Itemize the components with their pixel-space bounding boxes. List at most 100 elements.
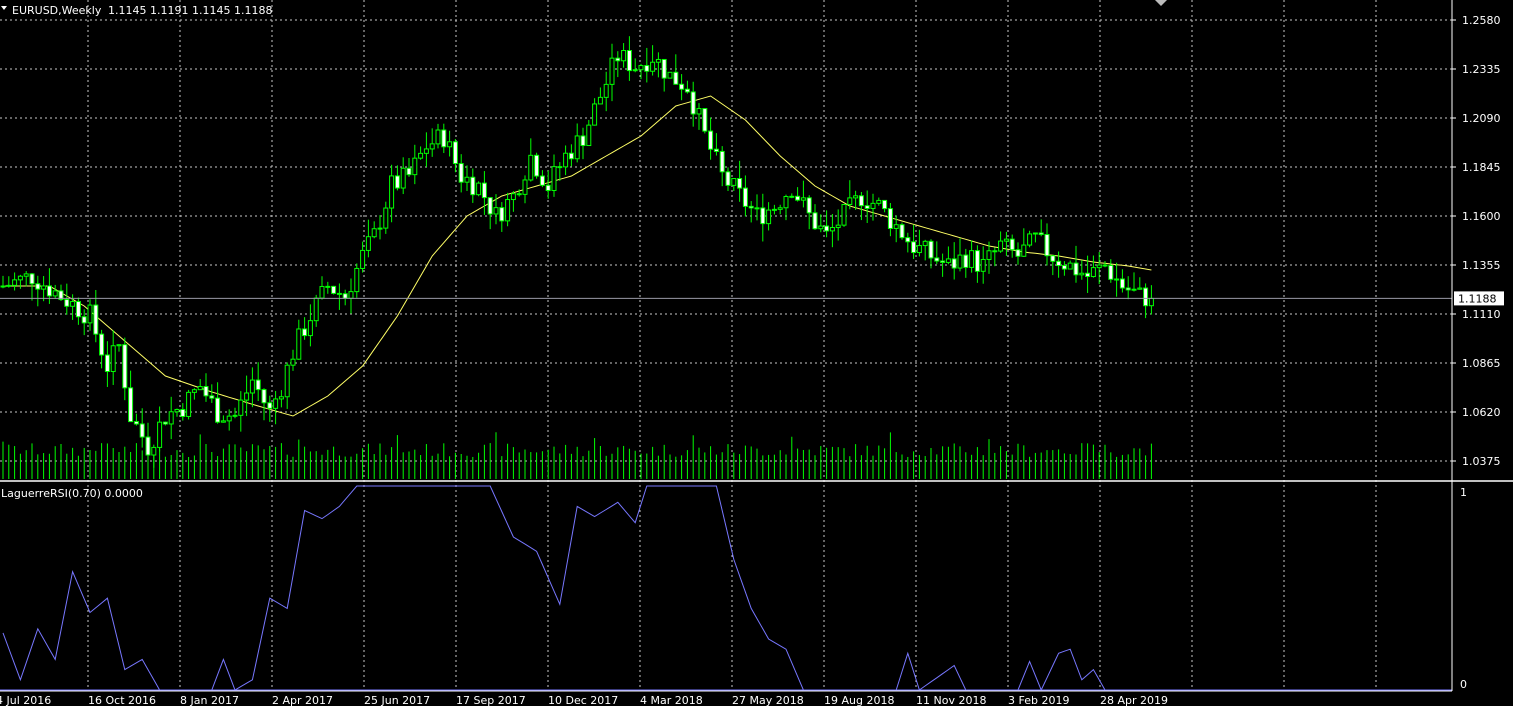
- candle-bullish: [789, 195, 795, 198]
- candle-bearish: [824, 225, 830, 232]
- candle-bearish: [702, 108, 708, 132]
- candle-bullish: [447, 141, 453, 148]
- time-tick-label: 27 May 2018: [732, 694, 804, 706]
- candle-bullish: [592, 103, 598, 126]
- candle-bullish: [476, 182, 482, 196]
- candle-bullish: [771, 208, 777, 211]
- candle-bullish: [429, 143, 435, 150]
- candle-bearish: [516, 193, 522, 196]
- candle-bullish: [731, 178, 737, 186]
- candle-bullish: [464, 176, 470, 183]
- price-axis[interactable]: 1.2580 1.2335 1.2090 1.1845 1.1600 1.1355 1.11…: [1452, 14, 1501, 468]
- candle-bearish: [934, 257, 940, 262]
- candle-bearish: [139, 423, 145, 438]
- candle-bullish: [986, 250, 992, 260]
- time-tick-label: 17 Sep 2017: [456, 694, 526, 706]
- candle-bearish: [963, 254, 969, 268]
- candle-bearish: [104, 354, 110, 373]
- candle-bearish: [1073, 262, 1079, 276]
- candle-bullish: [174, 408, 180, 413]
- price-tick-label: 1.2580: [1462, 14, 1501, 27]
- candle-bearish: [1015, 249, 1021, 257]
- candle-bullish: [319, 286, 325, 299]
- indicator-label: LaguerreRSI(0.70) 0.0000: [1, 487, 143, 500]
- candle-bearish: [534, 154, 540, 177]
- candle-bullish: [23, 273, 29, 277]
- price-tick-label: 1.0375: [1462, 455, 1501, 468]
- candle-bullish: [603, 83, 609, 98]
- candle-bearish: [267, 402, 273, 409]
- candle-bearish: [951, 258, 957, 269]
- candle-bearish: [940, 260, 946, 263]
- candle-bullish: [609, 57, 615, 85]
- candle-bearish: [545, 184, 551, 192]
- candle-bullish: [168, 411, 174, 425]
- rsi-axis[interactable]: 10: [1460, 486, 1467, 691]
- candle-bullish: [493, 207, 499, 215]
- candle-bearish: [899, 224, 905, 239]
- candle-bullish: [1096, 264, 1102, 269]
- candle-bullish: [52, 290, 58, 297]
- candle-bearish: [331, 285, 337, 294]
- candle-bullish: [278, 396, 284, 400]
- price-tick-label: 1.2090: [1462, 112, 1501, 125]
- candle-bearish: [481, 182, 487, 199]
- candle-bullish: [528, 154, 534, 181]
- candle-bearish: [615, 57, 621, 62]
- candle-bearish: [673, 71, 679, 85]
- candle-bearish: [46, 285, 52, 297]
- candle-bullish: [110, 345, 116, 373]
- candle-bullish: [650, 61, 656, 72]
- candle-bullish: [12, 279, 18, 286]
- chart-grid: [0, 0, 1452, 690]
- candle-bullish: [360, 249, 366, 269]
- time-axis[interactable]: 4 Jul 2016 16 Oct 2016 8 Jan 2017 2 Apr 201…: [0, 694, 1168, 706]
- candle-bullish: [383, 207, 389, 229]
- candle-bullish: [226, 415, 232, 422]
- candle-bullish: [876, 199, 882, 204]
- candle-bullish: [696, 108, 702, 115]
- candle-bearish: [742, 187, 748, 207]
- candle-bullish: [6, 284, 12, 287]
- candle-bullish: [418, 152, 424, 159]
- candle-bullish: [70, 301, 76, 307]
- candle-bearish: [487, 197, 493, 215]
- rsi-tick-label: 0: [1460, 678, 1467, 691]
- triangle-down-icon[interactable]: [1, 6, 7, 10]
- candle-bearish: [1085, 272, 1091, 278]
- candle-bullish: [835, 224, 841, 229]
- candle-bearish: [58, 290, 64, 301]
- candle-bearish: [215, 397, 221, 423]
- candle-bearish: [29, 273, 35, 285]
- candle-bullish: [151, 446, 157, 456]
- candle-bearish: [905, 237, 911, 243]
- candle-bullish: [783, 196, 789, 209]
- time-tick-label: 3 Feb 2019: [1008, 694, 1069, 706]
- candle-bearish: [539, 175, 545, 186]
- candle-bearish: [342, 293, 348, 299]
- candle-bearish: [806, 197, 812, 214]
- candle-bearish: [748, 205, 754, 209]
- candle-bearish: [1044, 234, 1050, 257]
- price-tick-label: 1.2335: [1462, 63, 1501, 76]
- candle-bearish: [644, 65, 650, 72]
- triangle-marker-icon[interactable]: [1155, 0, 1167, 6]
- candle-bullish: [777, 207, 783, 210]
- candle-bullish: [220, 420, 226, 423]
- candle-bearish: [128, 387, 134, 423]
- candle-bearish: [1108, 264, 1114, 280]
- candle-bullish: [377, 227, 383, 230]
- candle-bearish: [928, 240, 934, 259]
- candle-bearish: [661, 58, 667, 79]
- chart-symbol-title: EURUSD,Weekly: [12, 4, 102, 17]
- price-tag-label: 1.1188: [1458, 292, 1497, 305]
- candle-bullish: [238, 399, 244, 416]
- candle-bearish: [35, 283, 41, 290]
- candle-bullish: [574, 135, 580, 160]
- candle-bullish: [505, 199, 511, 222]
- candle-bullish: [284, 364, 290, 398]
- candle-bullish: [853, 195, 859, 199]
- candle-bearish: [568, 152, 574, 160]
